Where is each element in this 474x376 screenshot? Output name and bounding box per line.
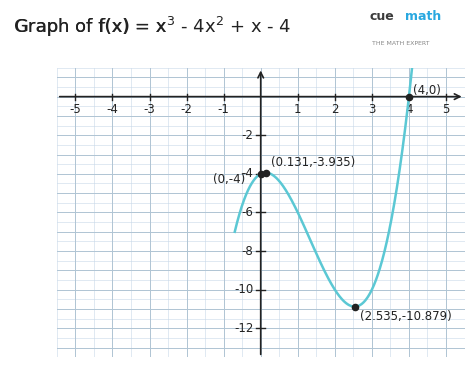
Point xyxy=(262,170,269,176)
Text: 5: 5 xyxy=(442,103,450,117)
Text: -5: -5 xyxy=(70,103,81,117)
Text: (4,0): (4,0) xyxy=(413,84,441,97)
Text: -12: -12 xyxy=(234,322,253,335)
Text: -8: -8 xyxy=(242,244,253,258)
Point xyxy=(257,171,264,177)
Text: Graph of f(x) = x$^3$ - 4x$^2$ + x - 4: Graph of f(x) = x$^3$ - 4x$^2$ + x - 4 xyxy=(14,15,292,39)
Text: THE MATH EXPERT: THE MATH EXPERT xyxy=(372,41,429,47)
Text: 2: 2 xyxy=(331,103,338,117)
Text: Graph of f(x) = x: Graph of f(x) = x xyxy=(14,18,166,36)
Text: 1: 1 xyxy=(294,103,301,117)
Text: (0,-4): (0,-4) xyxy=(212,173,245,186)
Text: -2: -2 xyxy=(181,103,192,117)
Text: (2.535,-10.879): (2.535,-10.879) xyxy=(360,310,452,323)
Point xyxy=(351,303,358,309)
Text: -2: -2 xyxy=(241,129,253,142)
Text: cue: cue xyxy=(370,11,394,23)
Text: -3: -3 xyxy=(144,103,155,117)
Text: (0.131,-3.935): (0.131,-3.935) xyxy=(271,156,356,169)
Text: math: math xyxy=(405,11,441,23)
Text: 4: 4 xyxy=(405,103,413,117)
Text: -4: -4 xyxy=(241,167,253,180)
Text: -6: -6 xyxy=(241,206,253,219)
Text: -1: -1 xyxy=(218,103,229,117)
Text: -10: -10 xyxy=(234,283,253,296)
Point xyxy=(405,94,413,100)
Text: 3: 3 xyxy=(368,103,375,117)
Text: -4: -4 xyxy=(107,103,118,117)
